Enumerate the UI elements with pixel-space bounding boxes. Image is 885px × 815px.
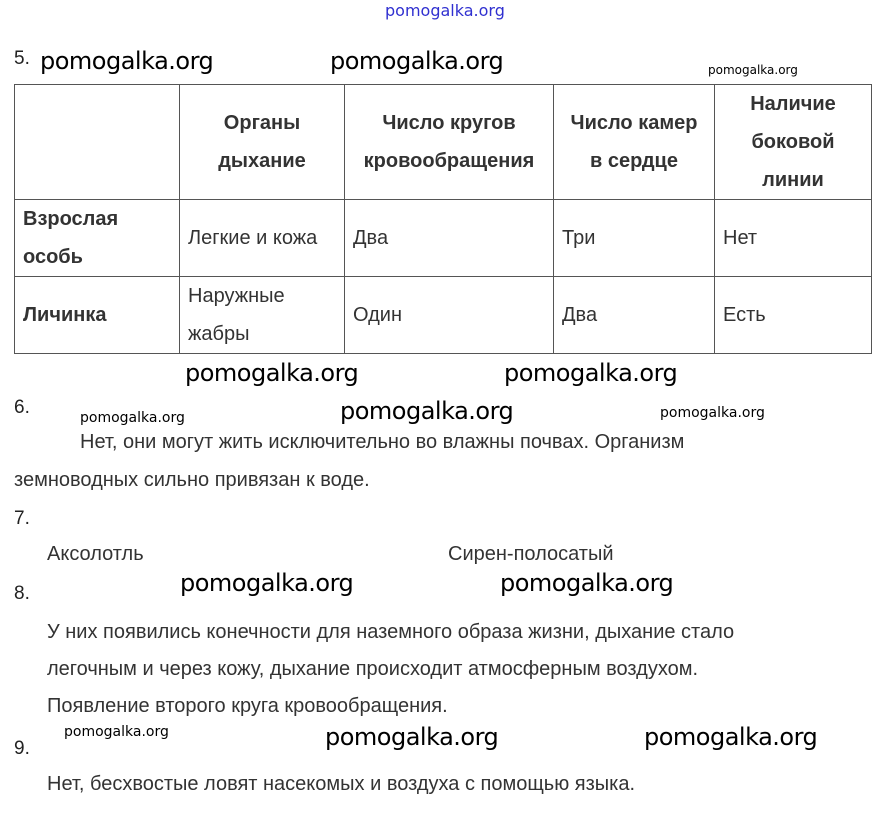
table-header: Органы дыхание (179, 84, 345, 200)
table-cell: Два (553, 276, 715, 354)
watermark: pomogalka.org (325, 723, 499, 751)
table-cell: Наружные жабры (179, 276, 345, 354)
comparison-table: Органы дыхание Число кругов кровообращен… (14, 84, 872, 354)
answer-text: земноводных сильно привязан к воде. (14, 469, 370, 491)
watermark: pomogalka.org (500, 569, 674, 597)
watermark: pomogalka.org (185, 359, 359, 387)
answer-text: Сирен-полосатый (448, 543, 614, 565)
table-row: Личинка Наружные жабры Один Два Есть (14, 276, 872, 354)
table-cell: Есть (714, 276, 872, 354)
table-cell: Два (344, 199, 554, 277)
answer-text: Нет, они могут жить исключительно во вла… (80, 431, 685, 453)
watermark: pomogalka.org (644, 723, 818, 751)
table-cell: Личинка (14, 276, 180, 354)
watermark: pomogalka.org (40, 47, 214, 75)
question-number: 7. (14, 508, 30, 529)
table-cell: Взрослая особь (14, 199, 180, 277)
table-cell: Нет (714, 199, 872, 277)
watermark: pomogalka.org (504, 359, 678, 387)
question-number: 8. (14, 583, 30, 604)
table-cell: Один (344, 276, 554, 354)
watermark: pomogalka.org (80, 410, 185, 426)
answer-text: легочным и через кожу, дыхание происходи… (47, 658, 699, 680)
answer-text: У них появились конечности для наземного… (47, 621, 735, 643)
answer-text: Нет, бесхвостые ловят насекомых и воздух… (47, 773, 636, 795)
question-number: 5. (14, 48, 30, 69)
watermark: pomogalka.org (708, 63, 798, 77)
watermark: pomogalka.org (180, 569, 354, 597)
table-header (14, 84, 180, 200)
table-cell: Три (553, 199, 715, 277)
watermark: pomogalka.org (385, 1, 505, 20)
watermark: pomogalka.org (330, 47, 504, 75)
question-number: 6. (14, 397, 30, 418)
watermark: pomogalka.org (660, 405, 765, 421)
table-header: Число камер в сердце (553, 84, 715, 200)
answer-text: Аксолотль (47, 543, 144, 565)
watermark: pomogalka.org (340, 397, 514, 425)
answer-text: Появление второго круга кровообращения. (47, 695, 448, 717)
table-header-row: Органы дыхание Число кругов кровообращен… (14, 84, 872, 200)
table-header: Число кругов кровообращения (344, 84, 554, 200)
table-cell: Легкие и кожа (179, 199, 345, 277)
watermark: pomogalka.org (64, 724, 169, 740)
table-row: Взрослая особь Легкие и кожа Два Три Нет (14, 199, 872, 277)
question-number: 9. (14, 738, 30, 759)
table-header: Наличие боковой линии (714, 84, 872, 200)
